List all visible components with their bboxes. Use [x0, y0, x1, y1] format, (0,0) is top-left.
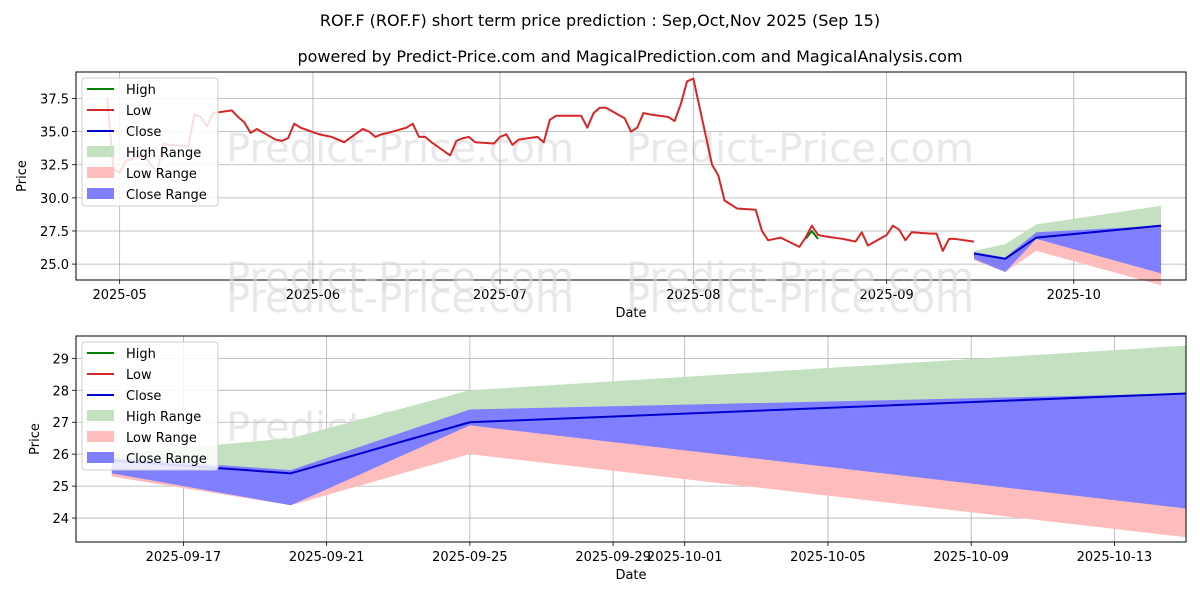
- legend: High Low Close High Range Low Range Close Ran…: [81, 77, 219, 207]
- x-tick-label: 2025-09-17: [146, 550, 222, 565]
- x-tick-label: 2025-10-05: [790, 550, 866, 565]
- close-range-area: [111, 393, 1187, 509]
- y-tick-label: 37.5: [40, 92, 69, 107]
- x-tick-label: 2025-10: [1047, 288, 1101, 303]
- legend-swatch: [87, 452, 114, 463]
- low-line: [106, 77, 975, 252]
- legend-label: High: [126, 347, 156, 362]
- high-line: [804, 229, 819, 240]
- chart-title: ROF.F (ROF.F) short term price predictio…: [320, 11, 880, 30]
- legend-box: [81, 341, 219, 471]
- axes-frame: [75, 71, 1187, 281]
- y-tick-label: 25.0: [40, 258, 69, 273]
- legend-label: Close: [126, 389, 161, 404]
- y-tick-label: 24: [52, 512, 69, 527]
- x-tick-label: 2025-09: [860, 288, 914, 303]
- x-tick-label: 2025-10-09: [933, 550, 1009, 565]
- legend-label: Low Range: [126, 167, 197, 182]
- legend-label: High Range: [126, 146, 201, 161]
- legend-box: [81, 77, 219, 207]
- y-tick-label: 27: [52, 416, 69, 431]
- legend-swatch: [87, 188, 114, 199]
- close-range-area: [973, 225, 1162, 274]
- legend-label: Low Range: [126, 431, 197, 446]
- y-tick-label: 30.0: [40, 192, 69, 207]
- x-axis-label: Date: [615, 306, 646, 321]
- watermark: Predict-Price.com: [626, 255, 974, 301]
- watermark: Predict-Price.com: [226, 276, 574, 322]
- x-tick-label: 2025-09-29: [575, 550, 651, 565]
- legend-swatch: [87, 146, 114, 157]
- y-tick-label: 28: [52, 384, 69, 399]
- top-price-panel: Predict-Price.com Predict-Price.comPredic…: [15, 71, 1187, 322]
- legend: High Low Close High Range Low Range Close Ran…: [81, 341, 219, 471]
- watermark: Predict-Price.com: [626, 126, 974, 172]
- x-tick-label: 2025-10-13: [1077, 550, 1153, 565]
- legend-label: Close Range: [126, 188, 207, 203]
- legend-label: Low: [126, 368, 152, 383]
- legend-swatch: [87, 410, 114, 421]
- legend-label: Low: [126, 104, 152, 119]
- y-tick-label: 26: [52, 448, 69, 463]
- x-tick-label: 2025-10-01: [647, 550, 723, 565]
- x-tick-label: 2025-06: [286, 288, 340, 303]
- legend-label: High: [126, 83, 156, 98]
- y-axis-label: Price: [28, 423, 43, 455]
- y-tick-label: 29: [52, 352, 69, 367]
- legend-swatch: [87, 431, 114, 442]
- x-tick-label: 2025-05: [92, 288, 146, 303]
- legend-label: Close: [126, 125, 161, 140]
- watermark: Predict-Price.com: [226, 255, 574, 301]
- y-tick-label: 35.0: [40, 126, 69, 141]
- y-tick-label: 27.5: [40, 225, 69, 240]
- y-axis-label: Price: [15, 160, 30, 192]
- bottom-prediction-panel: Predict-Price.comPredict-Price.comPredic…: [28, 255, 1187, 583]
- legend-swatch: [87, 167, 114, 178]
- x-axis-label: Date: [615, 568, 646, 583]
- x-tick-label: 2025-08: [666, 288, 720, 303]
- chart-subtitle: powered by Predict-Price.com and Magical…: [297, 47, 962, 66]
- y-tick-label: 25: [52, 480, 69, 495]
- close-line: [973, 224, 1162, 260]
- watermark: Predict-Price.com: [626, 276, 974, 322]
- legend-label: High Range: [126, 410, 201, 425]
- watermark: Predict-Price.com: [226, 126, 574, 172]
- x-tick-label: 2025-07: [473, 288, 527, 303]
- x-tick-label: 2025-09-25: [432, 550, 508, 565]
- axes-frame: [75, 335, 1187, 543]
- y-tick-label: 32.5: [40, 159, 69, 174]
- legend-label: Close Range: [126, 452, 207, 467]
- x-tick-label: 2025-09-21: [289, 550, 365, 565]
